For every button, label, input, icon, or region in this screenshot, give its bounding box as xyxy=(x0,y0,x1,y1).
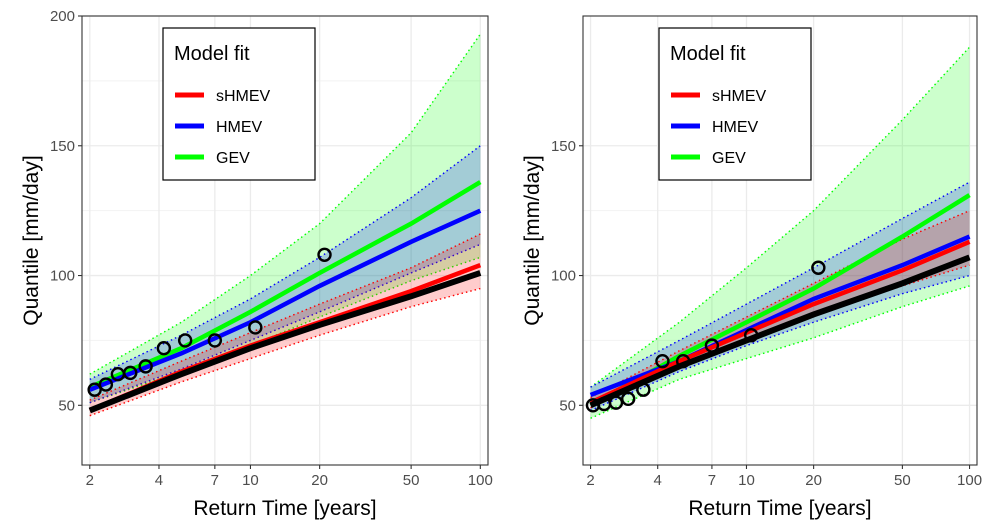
observation-point xyxy=(621,391,636,407)
y-axis-title: Quantile [mm/day] xyxy=(20,155,43,325)
x-tick-label: 10 xyxy=(242,472,259,489)
observation-point xyxy=(207,333,223,348)
confidence-band-hmev xyxy=(89,145,481,403)
observation-point xyxy=(123,365,138,381)
band-lower-gev xyxy=(89,256,481,404)
legend-title: Model fit xyxy=(670,43,746,65)
right-panel-border xyxy=(582,15,978,466)
observation-point xyxy=(248,320,263,335)
x-axis-title: Return Time [years] xyxy=(688,497,871,520)
x-tick-label: 100 xyxy=(957,472,982,489)
right-observations xyxy=(585,260,826,413)
band-lower-hmev xyxy=(89,243,481,404)
x-tick-label: 20 xyxy=(311,472,328,489)
series-line-hmev xyxy=(88,208,482,392)
observation-point xyxy=(704,338,720,353)
observation-point xyxy=(743,328,759,343)
x-tick-label: 7 xyxy=(708,472,716,489)
y-tick-label: 100 xyxy=(50,268,75,285)
y-tick-label: 50 xyxy=(58,397,75,414)
legend-label-gev: GEV xyxy=(712,150,746,167)
legend-title: Model fit xyxy=(174,43,250,65)
y-tick-label: 50 xyxy=(559,397,576,414)
x-tick-label: 10 xyxy=(738,472,755,489)
legend-label-hmev: HMEV xyxy=(216,119,263,136)
observation-point xyxy=(636,382,651,397)
x-tick-label: 100 xyxy=(468,472,493,489)
x-tick-label: 50 xyxy=(894,472,911,489)
observation-point xyxy=(138,359,153,374)
observation-point xyxy=(156,341,172,356)
series-line-gev xyxy=(589,193,971,408)
left-panel-border xyxy=(81,15,489,466)
observation-point xyxy=(811,260,826,275)
y-tick-label: 100 xyxy=(551,268,576,285)
y-axis-title: Quantile [mm/day] xyxy=(521,155,544,325)
x-tick-label: 4 xyxy=(155,472,163,489)
legend-label-hmev: HMEV xyxy=(712,119,759,136)
observation-point xyxy=(317,247,332,262)
x-tick-label: 2 xyxy=(86,472,94,489)
legend-label-gev: GEV xyxy=(216,150,250,167)
left-panel: 50 100 150 200 2 4 7 10 20 50 100 Return Time [year… xyxy=(20,8,493,520)
band-lower-gev xyxy=(590,285,970,419)
series-line-shmev xyxy=(589,239,971,405)
x-axis-title: Return Time [years] xyxy=(193,497,376,520)
y-tick-label: 150 xyxy=(50,138,75,155)
y-tick-label: 150 xyxy=(551,138,576,155)
observation-point xyxy=(98,377,114,392)
x-tick-label: 50 xyxy=(403,472,420,489)
observation-point xyxy=(87,382,102,397)
observation-point xyxy=(177,333,193,348)
y-tick-label: 200 xyxy=(50,8,75,25)
left-legend: Model fit sHMEV HMEV GEV xyxy=(162,27,316,181)
legend-label-shmev: sHMEV xyxy=(712,88,767,105)
right-gridlines xyxy=(583,16,977,465)
right-panel: 50 100 150 2 4 7 10 20 50 100 Return Time [years] Q… xyxy=(521,15,982,520)
band-upper-gev xyxy=(590,46,971,388)
observation-point xyxy=(675,353,691,369)
left-observations xyxy=(87,247,332,397)
x-tick-label: 20 xyxy=(805,472,822,489)
x-tick-label: 2 xyxy=(586,472,594,489)
band-lower-shmev xyxy=(89,287,481,417)
band-upper-shmev xyxy=(89,233,481,401)
series-line-black xyxy=(88,270,482,414)
x-tick-label: 7 xyxy=(211,472,219,489)
x-tick-label: 4 xyxy=(654,472,662,489)
right-legend: Model fit sHMEV HMEV GEV xyxy=(658,27,812,181)
confidence-band-gev xyxy=(590,47,970,419)
band-upper-gev xyxy=(89,33,481,375)
observation-point xyxy=(608,395,624,410)
series-line-black xyxy=(589,254,971,409)
observation-point xyxy=(655,353,670,369)
legend-label-shmev: sHMEV xyxy=(216,88,271,105)
